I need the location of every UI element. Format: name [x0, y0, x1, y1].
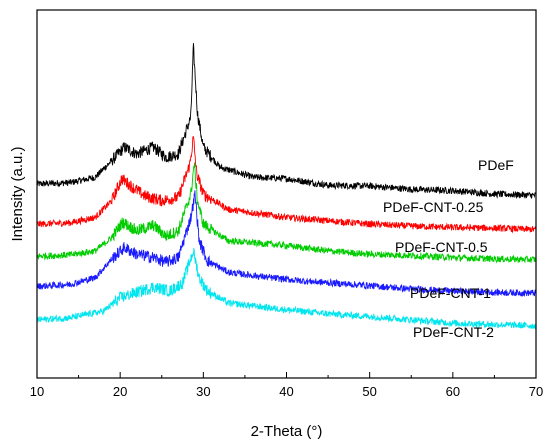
x-tick-layer: 10 20 30 40 50 60 70: [30, 372, 543, 399]
series-label-layer: PDeF PDeF-CNT-0.25 PDeF-CNT-0.5 PDeF-CNT-1 P…: [383, 157, 514, 340]
x-tick-label-2: 30: [196, 384, 210, 399]
x-axis-title: 2-Theta (°): [251, 423, 323, 440]
series-line-0: [36, 43, 537, 200]
series-layer: [36, 43, 537, 330]
series-label-4: PDeF-CNT-2: [413, 324, 494, 340]
series-label-3: PDeF-CNT-1: [410, 285, 491, 301]
series-line-4: [36, 247, 537, 330]
y-axis-title: Intensity (a.u.): [9, 146, 26, 241]
series-line-3: [36, 190, 537, 298]
x-tick-label-0: 10: [30, 384, 44, 399]
series-label-2: PDeF-CNT-0.5: [395, 239, 488, 255]
x-tick-label-6: 70: [529, 384, 543, 399]
x-tick-label-4: 50: [362, 384, 376, 399]
x-tick-label-3: 40: [279, 384, 293, 399]
x-tick-label-1: 20: [113, 384, 127, 399]
x-tick-label-5: 60: [446, 384, 460, 399]
series-label-1: PDeF-CNT-0.25: [383, 199, 484, 215]
series-line-2: [36, 162, 537, 264]
series-label-0: PDeF: [478, 157, 514, 173]
series-line-1: [36, 135, 537, 234]
